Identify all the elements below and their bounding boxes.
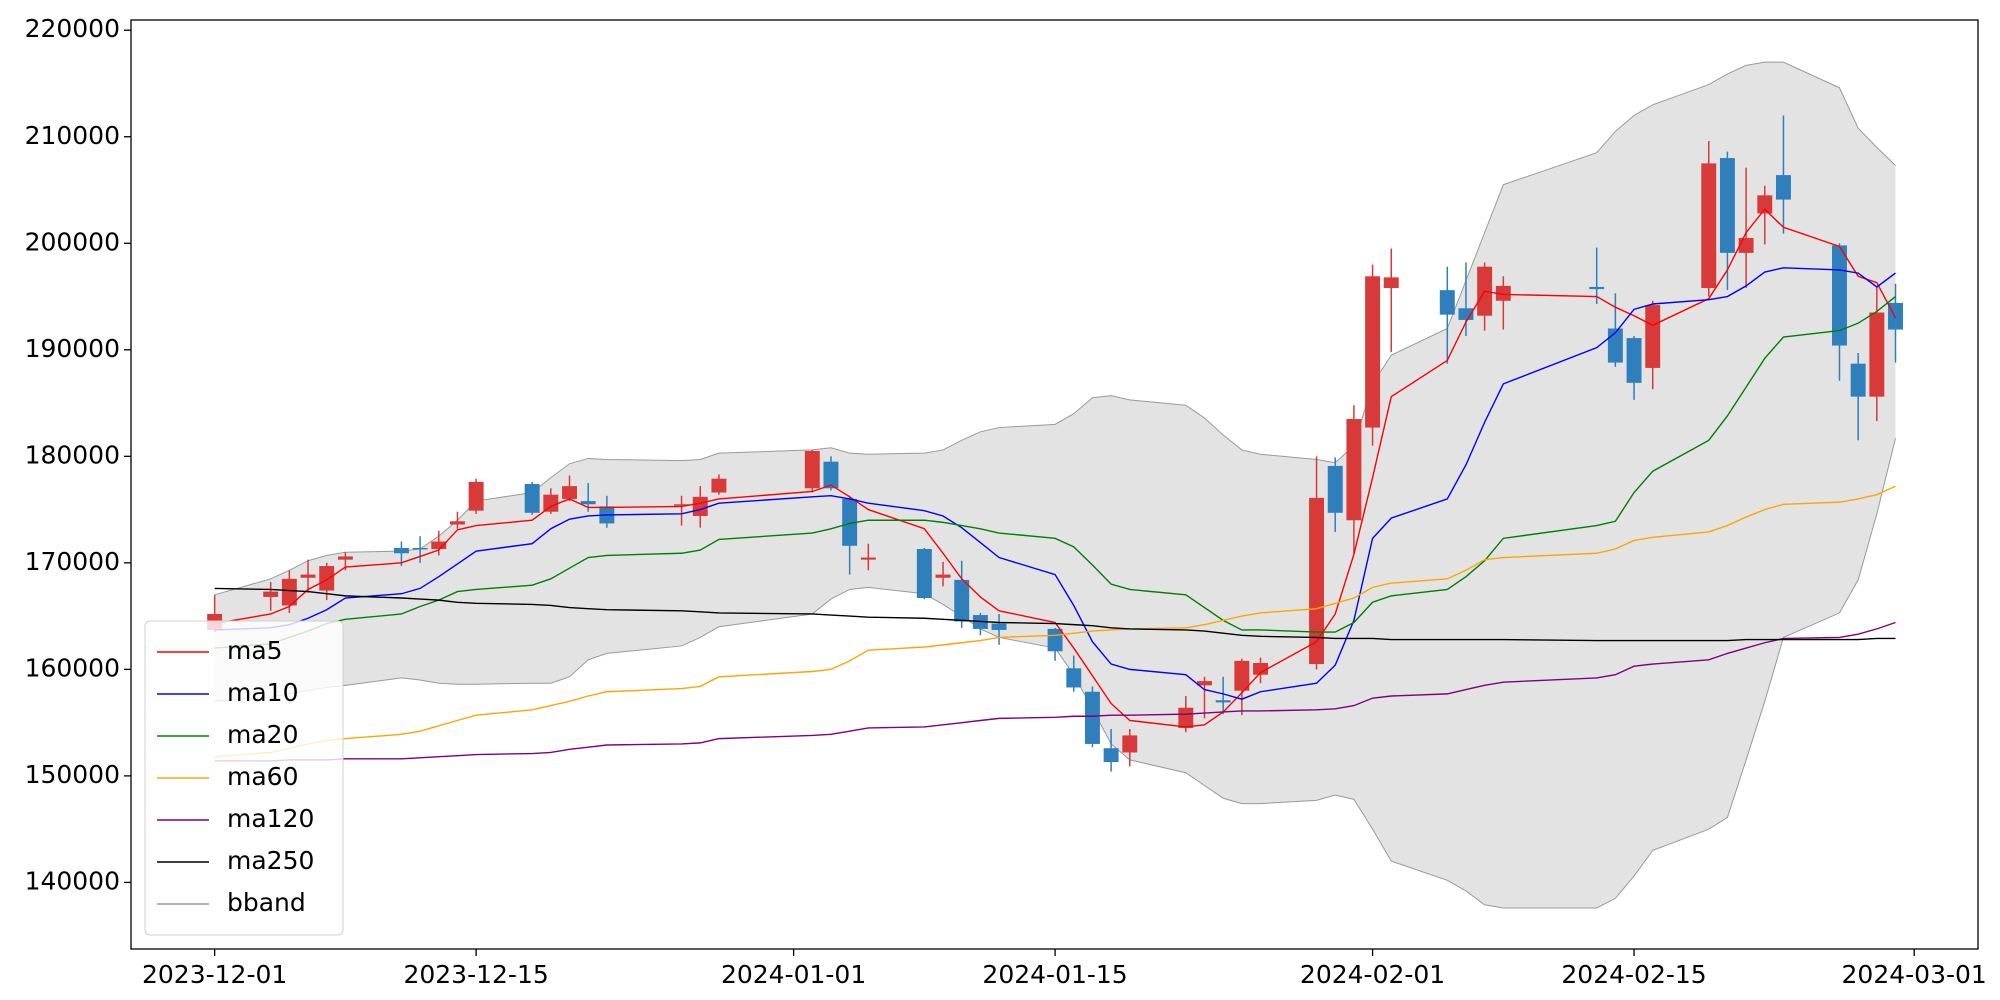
candle-body: [1103, 748, 1119, 763]
x-tick-label: 2024-03-01: [1842, 960, 1987, 989]
candle-body: [1850, 363, 1866, 397]
bband-area: [214, 62, 1896, 908]
candle-body: [1701, 163, 1717, 289]
legend-box: [144, 620, 344, 936]
candle-body: [1869, 312, 1885, 397]
y-tick-label: 180000: [25, 440, 120, 469]
candle-body: [1253, 662, 1268, 675]
ma-line: [214, 621, 1896, 762]
x-tick-label: 2024-02-15: [1561, 960, 1706, 989]
candle-body: [1719, 158, 1735, 253]
candle-body: [991, 623, 1007, 630]
candle-body: [1084, 691, 1100, 744]
candle-body: [1439, 290, 1455, 315]
legend: ma5 ma10 ma20 ma60 ma120 ma250 bband: [144, 620, 344, 936]
candle-body: [674, 504, 690, 506]
candle-body: [823, 461, 839, 489]
x-tick-label: 2024-01-15: [982, 960, 1127, 989]
candle-body: [1495, 285, 1511, 301]
candle-body: [1309, 497, 1325, 665]
legend-label: bband: [227, 888, 306, 917]
candle-body: [300, 574, 316, 578]
candle-body: [1327, 465, 1343, 513]
candle-body: [449, 521, 465, 525]
x-tick-label: 2023-12-01: [142, 960, 287, 989]
ma-line: [214, 267, 1896, 700]
ma-line: [214, 587, 1896, 642]
candle-body: [692, 496, 708, 516]
legend-label: ma250: [227, 846, 314, 875]
candle-body: [1346, 419, 1362, 521]
legend-label: ma60: [227, 762, 298, 791]
x-tick-label: 2024-01-01: [721, 960, 866, 989]
candle-body: [1178, 707, 1194, 728]
y-tick-label: 210000: [25, 121, 120, 150]
x-tick-label: 2023-12-15: [403, 960, 548, 989]
y-tick-label: 220000: [25, 14, 120, 43]
y-tick-label: 190000: [25, 334, 120, 363]
candle-body: [263, 591, 279, 597]
y-tick-label: 140000: [25, 866, 120, 895]
candle-body: [393, 547, 409, 554]
candle-body: [860, 557, 876, 560]
candle-body: [524, 484, 540, 513]
candle-body: [842, 498, 858, 546]
candle-body: [711, 478, 727, 493]
candle-body: [1047, 628, 1063, 652]
candle-body: [1757, 195, 1773, 214]
candle-body: [935, 574, 951, 578]
ma-line: [214, 208, 1897, 728]
candle-body: [1215, 700, 1231, 703]
ma-line: [214, 485, 1896, 758]
candle-body: [954, 579, 970, 622]
candle-body: [1365, 276, 1381, 428]
candle-body: [1775, 175, 1791, 200]
candle-body: [1607, 328, 1623, 363]
candle-body: [281, 578, 297, 606]
y-tick-label: 150000: [25, 760, 120, 789]
candle-body: [468, 481, 484, 511]
candle-body: [1626, 338, 1642, 383]
candle-body: [580, 501, 596, 505]
candle-body: [1589, 286, 1605, 290]
legend-label: ma120: [227, 804, 314, 833]
candle-body: [543, 494, 559, 512]
candle-body: [319, 566, 335, 591]
y-tick-label: 200000: [25, 227, 120, 256]
candle-body: [1197, 681, 1212, 686]
y-tick-label: 170000: [25, 547, 120, 576]
y-tick-label: 160000: [25, 653, 120, 682]
candle-body: [804, 450, 820, 489]
candle-body: [431, 541, 447, 550]
bband-lower: [214, 438, 1896, 909]
legend-label: ma10: [227, 678, 298, 707]
candle-body: [337, 556, 353, 560]
legend-label: ma20: [227, 720, 298, 749]
x-tick-label: 2024-02-01: [1300, 960, 1445, 989]
candle-body: [1234, 660, 1250, 691]
candle-body: [1066, 668, 1082, 688]
candle-body: [412, 547, 428, 550]
candle-body: [1122, 735, 1138, 753]
candle-body: [1383, 277, 1399, 289]
ma-line: [214, 295, 1896, 649]
candle-body: [1738, 237, 1754, 253]
candle-body: [1458, 308, 1474, 320]
candle-body: [562, 486, 577, 499]
candle-body: [1645, 305, 1661, 368]
candle-body: [916, 549, 932, 599]
legend-label: ma5: [227, 636, 283, 665]
